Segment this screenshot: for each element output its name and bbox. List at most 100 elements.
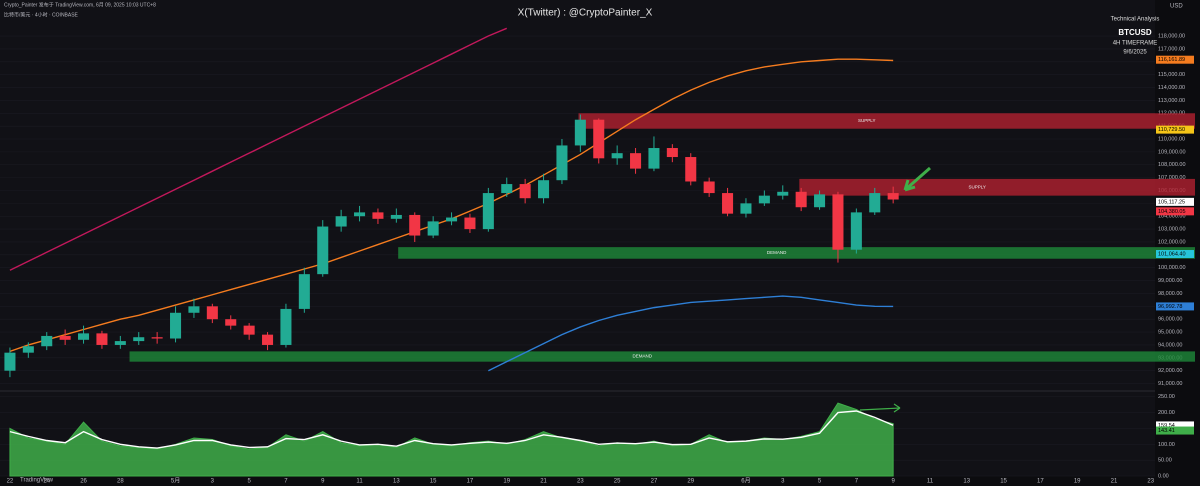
x-tick-label: 3	[211, 479, 215, 485]
x-tick-label: 15	[430, 479, 437, 485]
candle-body	[59, 335, 71, 340]
zone	[129, 351, 1196, 362]
x-tick-label: 22	[7, 479, 14, 485]
price-tag	[1156, 55, 1194, 64]
x-tick-label: 7	[855, 479, 859, 485]
y-tick-label: 110,000.00	[1158, 136, 1185, 142]
signal-line	[9, 410, 894, 449]
x-tick-label: 9	[321, 479, 325, 485]
candle-body	[170, 312, 182, 339]
candle-body	[206, 306, 218, 320]
y-tick-label: 96,000.00	[1158, 317, 1182, 323]
currency: USD	[1170, 4, 1183, 10]
candle-body	[78, 333, 90, 340]
candle-body	[133, 337, 145, 342]
symbol-line: 比特币/美元 · 4小时 · COINBASE	[4, 11, 79, 18]
y-tick-label: 114,000.00	[1158, 85, 1185, 91]
x-tick-label: 29	[687, 479, 694, 485]
band-line	[9, 27, 508, 271]
candle-body	[482, 193, 494, 230]
x-tick-label: 19	[1074, 479, 1081, 485]
candle-body	[722, 193, 734, 214]
arrow	[903, 166, 931, 192]
x-tick-label: 11	[927, 479, 934, 485]
candle-body	[648, 148, 660, 169]
candle-body	[685, 157, 697, 182]
price-axis-panel	[1155, 0, 1200, 486]
y-tick-label: 109,000.00	[1158, 149, 1186, 155]
info-ticker: BTCUSD	[1118, 28, 1152, 37]
candle-body	[409, 214, 421, 236]
candle-body	[519, 184, 531, 199]
y-tick-label: 0.00	[1158, 473, 1169, 479]
zone-label: SUPPLY	[858, 118, 875, 123]
x-tick-label: 23	[1147, 479, 1154, 485]
candle-body	[538, 180, 550, 199]
price-tag-label: 105,117.25	[1158, 199, 1185, 205]
price-tag-label: 159.54	[1158, 423, 1175, 429]
y-tick-label: 200.00	[1158, 410, 1175, 416]
candle-body	[556, 145, 568, 181]
candle-body	[758, 195, 770, 204]
price-tag	[1156, 207, 1194, 216]
price-tag-label: 104,380.05	[1158, 209, 1186, 215]
zone-label: DEMAND	[633, 354, 653, 359]
candle-body	[390, 214, 402, 219]
y-tick-label: 91,000.00	[1158, 381, 1182, 387]
x-tick-label: 28	[117, 479, 124, 485]
x-tick-label: 7	[284, 479, 288, 485]
x-tick-label: 13	[393, 479, 400, 485]
y-tick-label: 100.00	[1158, 442, 1175, 448]
candle-body	[22, 346, 34, 353]
candle-body	[354, 212, 366, 217]
candle-body	[795, 191, 807, 208]
y-tick-label: 103,000.00	[1158, 227, 1186, 233]
x-tick-label: 17	[1037, 479, 1044, 485]
price-tag	[1156, 197, 1194, 206]
y-tick-label: 92,000.00	[1158, 368, 1182, 374]
info-heading: Technical Analysis	[1111, 17, 1160, 23]
brand: TradingView	[20, 478, 54, 484]
x-tick-label: 24	[43, 479, 50, 485]
arrow	[859, 403, 901, 413]
x-tick-label: 27	[651, 479, 658, 485]
x-tick-label: 26	[80, 479, 87, 485]
price-tag-label: 116,161.89	[1158, 57, 1185, 63]
x-tick-label: 11	[356, 479, 363, 485]
candle-body	[814, 194, 826, 208]
plot-background	[0, 0, 1155, 476]
price-tag-label: 110,729.50	[1158, 127, 1185, 133]
y-tick-label: 118,000.00	[1158, 33, 1185, 39]
zone	[578, 113, 1195, 129]
candle-body	[335, 216, 347, 227]
x-tick-label: 17	[467, 479, 474, 485]
zone	[799, 178, 1195, 196]
zone-label: SUPPLY	[968, 184, 985, 189]
x-tick-label: 25	[614, 479, 621, 485]
y-tick-label: 100,000.00	[1158, 265, 1186, 271]
x-tick-label: 13	[963, 479, 970, 485]
candle-body	[464, 217, 476, 230]
candle-body	[869, 193, 881, 213]
candle-body	[574, 119, 586, 146]
price-tag	[1156, 421, 1194, 430]
y-tick-label: 115,000.00	[1158, 72, 1185, 78]
y-tick-label: 50.00	[1158, 458, 1172, 464]
info-date: 9/6/2025	[1123, 50, 1147, 56]
candle-body	[850, 212, 862, 250]
price-tag	[1156, 125, 1194, 134]
x-tick-label: 5	[247, 479, 251, 485]
candle-body	[666, 148, 678, 158]
y-tick-label: 104,000.00	[1158, 214, 1186, 220]
x-tick-label: 15	[1000, 479, 1007, 485]
x-tick-label: 5	[818, 479, 822, 485]
y-tick-label: 108,000.00	[1158, 162, 1186, 168]
candle-body	[593, 119, 605, 159]
watermark: X(Twitter) : @CryptoPainter_X	[518, 8, 653, 19]
candle-body	[96, 333, 108, 345]
info-timeframe: 4H TIMEFRAME	[1113, 41, 1158, 47]
publisher: Crypto_Painter 发布于 TradingView.com, 6月 0…	[4, 1, 156, 8]
price-tag-label: 96,992.78	[1158, 304, 1182, 310]
candle-body	[151, 337, 163, 339]
candle-body	[188, 306, 200, 313]
